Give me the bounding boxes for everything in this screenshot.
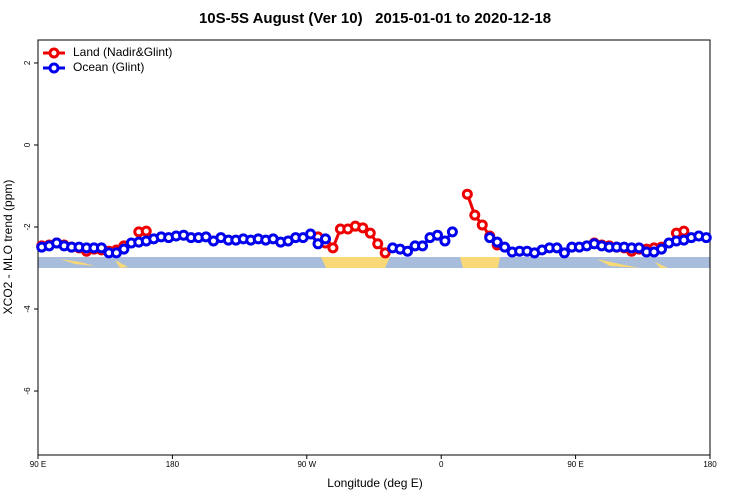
- point: [476, 219, 488, 231]
- legend-marker: [48, 47, 60, 59]
- point: [327, 242, 339, 254]
- x-tick-label: 180: [166, 460, 180, 469]
- point: [446, 226, 458, 238]
- point: [95, 242, 107, 254]
- point: [551, 242, 563, 254]
- point: [118, 243, 130, 255]
- point: [484, 232, 496, 244]
- point: [140, 225, 152, 237]
- y-tick-label: 2: [23, 60, 32, 65]
- x-tick-label: 90 E: [567, 460, 583, 469]
- point: [364, 227, 376, 239]
- point: [357, 222, 369, 234]
- point: [461, 188, 473, 200]
- y-tick-label: 0: [23, 142, 32, 147]
- point: [439, 235, 451, 247]
- point: [319, 233, 331, 245]
- y-axis-label: XCO2 - MLO trend (ppm): [1, 180, 15, 315]
- point: [372, 238, 384, 250]
- map-strip: [38, 257, 710, 268]
- point: [305, 228, 317, 240]
- chart-title: 10S-5S August (Ver 10) 2015-01-01 to 202…: [199, 10, 551, 27]
- x-tick-label: 180: [703, 460, 717, 469]
- y-tick-label: -4: [23, 305, 32, 313]
- legend-marker: [48, 62, 60, 74]
- point: [678, 225, 690, 237]
- legend-label: Land (Nadir&Glint): [73, 45, 172, 59]
- point: [499, 241, 511, 253]
- x-axis-label: Longitude (deg E): [327, 476, 422, 490]
- y-tick-label: -2: [23, 223, 32, 231]
- point: [417, 240, 429, 252]
- legend: Land (Nadir&Glint)Ocean (Glint): [43, 45, 172, 74]
- point: [379, 247, 391, 259]
- point: [491, 236, 503, 248]
- x-tick-label: 90 W: [297, 460, 316, 469]
- x-tick-label: 90 E: [30, 460, 46, 469]
- y-tick-label: -6: [23, 387, 32, 395]
- point: [558, 247, 570, 259]
- point: [655, 243, 667, 255]
- point: [431, 229, 443, 241]
- point: [700, 232, 712, 244]
- x-tick-label: 0: [439, 460, 444, 469]
- point: [312, 238, 324, 250]
- point: [402, 245, 414, 257]
- legend-label: Ocean (Glint): [73, 60, 144, 74]
- point: [469, 209, 481, 221]
